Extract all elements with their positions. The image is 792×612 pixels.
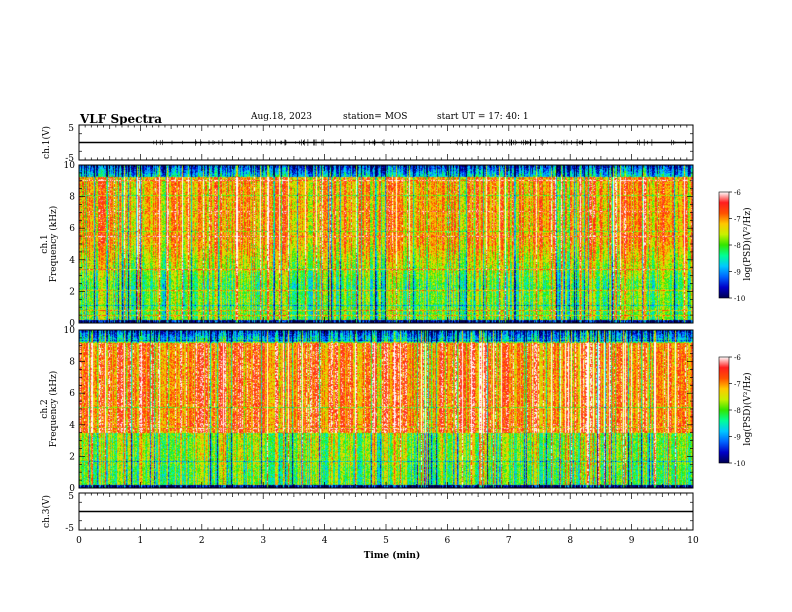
y-tick-label: 2 <box>69 287 75 297</box>
ch1-spectrogram-image <box>79 165 693 323</box>
y-tick-label: 2 <box>69 452 75 462</box>
colorbar-tick-label: -9 <box>734 434 741 442</box>
y-tick-label: 0 <box>69 319 75 329</box>
x-tick-label: 8 <box>567 536 573 546</box>
x-tick-label: 3 <box>260 536 266 546</box>
ch3-waveform-ylabel: ch.3(V) <box>41 495 52 528</box>
y-tick-label: -5 <box>65 524 74 534</box>
y-tick-label: 6 <box>69 389 75 399</box>
x-tick-label: 2 <box>199 536 205 546</box>
ch2-spectrogram-image <box>79 330 693 488</box>
y-tick-label: 8 <box>69 193 75 203</box>
colorbar-tick-label: -6 <box>734 189 741 197</box>
colorbar-tick-label: -7 <box>734 216 741 224</box>
ch1-spectrogram-ylabel-channel: ch.1 <box>40 234 50 253</box>
station-label: station= MOS <box>343 112 408 122</box>
y-tick-label: 8 <box>69 358 75 368</box>
y-tick-label: 5 <box>68 124 74 134</box>
ch1-colorbar <box>718 191 730 299</box>
y-tick-label: -5 <box>65 154 74 164</box>
x-tick-label: 4 <box>322 536 328 546</box>
x-tick-label: 9 <box>629 536 635 546</box>
x-axis-title: Time (min) <box>364 550 421 561</box>
date-label: Aug.18, 2023 <box>251 112 312 122</box>
y-tick-label: 4 <box>69 421 75 431</box>
colorbar-tick-label: -10 <box>734 295 745 303</box>
y-tick-label: 0 <box>69 484 75 494</box>
ch1-waveform-spikes <box>153 139 686 146</box>
ch2-colorbar-label: log(PSD)(V²/Hz) <box>742 372 753 445</box>
y-tick-label: 4 <box>69 256 75 266</box>
ch2-spectrogram-ylabel-frequency: Frequency (kHz) <box>48 371 59 448</box>
ch1-colorbar-label: log(PSD)(V²/Hz) <box>742 207 753 280</box>
ch2-colorbar <box>718 356 730 464</box>
start-time-label: start UT = 17: 40: 1 <box>437 112 529 122</box>
y-tick-label: 10 <box>64 326 76 336</box>
colorbar-tick-label: -6 <box>734 354 741 362</box>
x-tick-label: 10 <box>687 536 699 546</box>
x-tick-label: 6 <box>445 536 451 546</box>
colorbar-tick-label: -8 <box>734 242 741 250</box>
colorbar-tick-label: -8 <box>734 407 741 415</box>
ch2-spectrogram-ylabel-channel: ch.2 <box>40 399 50 418</box>
y-tick-label: 5 <box>68 492 74 502</box>
colorbar-tick-label: -7 <box>734 381 741 389</box>
colorbar-tick-label: -10 <box>734 460 745 468</box>
x-tick-label: 1 <box>138 536 144 546</box>
x-tick-label: 7 <box>506 536 512 546</box>
x-tick-label: 5 <box>383 536 389 546</box>
y-tick-label: 6 <box>69 224 75 234</box>
x-tick-label: 0 <box>76 536 82 546</box>
chart-title: VLF Spectra <box>80 112 163 126</box>
colorbar-tick-label: -9 <box>734 269 741 277</box>
y-tick-label: 10 <box>64 161 76 171</box>
ch1-waveform-ylabel: ch.1(V) <box>41 126 52 159</box>
ch1-spectrogram-ylabel-frequency: Frequency (kHz) <box>48 206 59 283</box>
